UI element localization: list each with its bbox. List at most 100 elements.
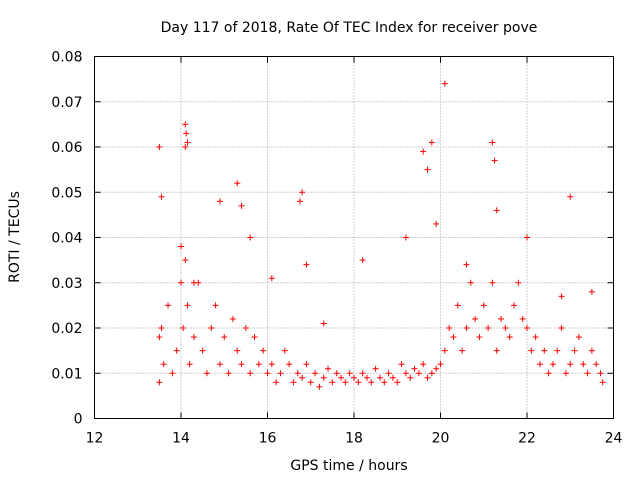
data-point [515, 279, 522, 286]
data-point [584, 370, 591, 377]
data-point [511, 302, 518, 309]
data-point [558, 293, 565, 300]
data-point [402, 234, 409, 241]
data-point [229, 315, 236, 322]
data-point [571, 347, 578, 354]
data-point [268, 275, 275, 282]
y-tick-label: 0.04 [51, 231, 82, 247]
data-point [528, 347, 535, 354]
data-point [190, 334, 197, 341]
data-point [545, 370, 552, 377]
data-point [169, 370, 176, 377]
data-point [203, 370, 210, 377]
data-point [567, 193, 574, 200]
data-point [320, 320, 327, 327]
data-point [183, 130, 190, 137]
data-point [467, 279, 474, 286]
y-axis-label: ROTI / TECUs [7, 191, 23, 283]
data-point [407, 374, 414, 381]
data-point [536, 361, 543, 368]
data-point [450, 334, 457, 341]
data-point [480, 302, 487, 309]
data-point [234, 347, 241, 354]
data-point [247, 234, 254, 241]
data-point [156, 334, 163, 341]
data-point [178, 279, 184, 286]
data-point [424, 166, 431, 173]
data-point [255, 361, 262, 368]
data-point [489, 139, 496, 146]
data-point [402, 370, 409, 377]
y-tick-label: 0.01 [51, 366, 82, 382]
data-point [376, 374, 383, 381]
data-point [506, 334, 513, 341]
data-point [424, 374, 431, 381]
data-point [156, 144, 163, 150]
data-points [156, 80, 606, 390]
data-point [273, 379, 280, 386]
data-point [420, 148, 427, 155]
data-point [485, 325, 492, 331]
data-point [476, 334, 483, 341]
data-point [299, 374, 306, 381]
data-point [290, 379, 297, 386]
data-point [428, 370, 435, 377]
data-point [242, 325, 249, 331]
data-point [394, 379, 401, 386]
data-point [225, 370, 232, 377]
data-point [389, 374, 396, 381]
x-axis-label: GPS time / hours [290, 458, 407, 474]
data-point [342, 379, 349, 386]
data-point [199, 347, 206, 354]
data-point [260, 347, 267, 354]
data-point [338, 374, 345, 381]
data-point [312, 370, 319, 377]
y-tick-label: 0.03 [51, 276, 82, 292]
data-point [186, 361, 193, 368]
data-point [441, 80, 448, 87]
data-point [234, 180, 241, 187]
data-point [320, 374, 327, 381]
data-point [368, 379, 375, 386]
data-point [502, 325, 509, 331]
data-point [165, 302, 172, 309]
x-tick-label: 22 [518, 431, 536, 447]
data-point [411, 365, 418, 372]
data-point [524, 325, 530, 331]
data-point [463, 261, 470, 268]
data-point [351, 374, 357, 381]
data-point [208, 325, 215, 331]
data-point [238, 202, 245, 209]
data-point [415, 370, 422, 377]
y-tick-label: 0.08 [51, 50, 82, 66]
data-point [281, 347, 288, 354]
data-point [558, 325, 565, 331]
data-point [184, 302, 191, 309]
x-tick-label: 20 [432, 431, 450, 447]
data-point [472, 315, 479, 322]
data-point [325, 365, 332, 372]
data-point [359, 370, 366, 377]
data-point [459, 347, 466, 354]
data-point [251, 334, 258, 341]
data-point [381, 379, 388, 386]
data-point [493, 347, 500, 354]
data-point [160, 361, 167, 368]
data-point [296, 198, 303, 205]
x-tick-label: 24 [605, 431, 623, 447]
data-point [182, 257, 189, 264]
x-tick-label: 18 [345, 431, 363, 447]
data-point [580, 361, 587, 368]
data-point [549, 361, 556, 368]
data-point [363, 374, 370, 381]
data-point [498, 315, 505, 322]
data-point [303, 261, 310, 268]
data-point [567, 361, 574, 368]
data-point [562, 370, 569, 377]
data-point [212, 302, 219, 309]
data-point [286, 361, 293, 368]
data-point [264, 370, 271, 377]
x-tick-label: 14 [172, 431, 190, 447]
data-point [593, 361, 600, 368]
